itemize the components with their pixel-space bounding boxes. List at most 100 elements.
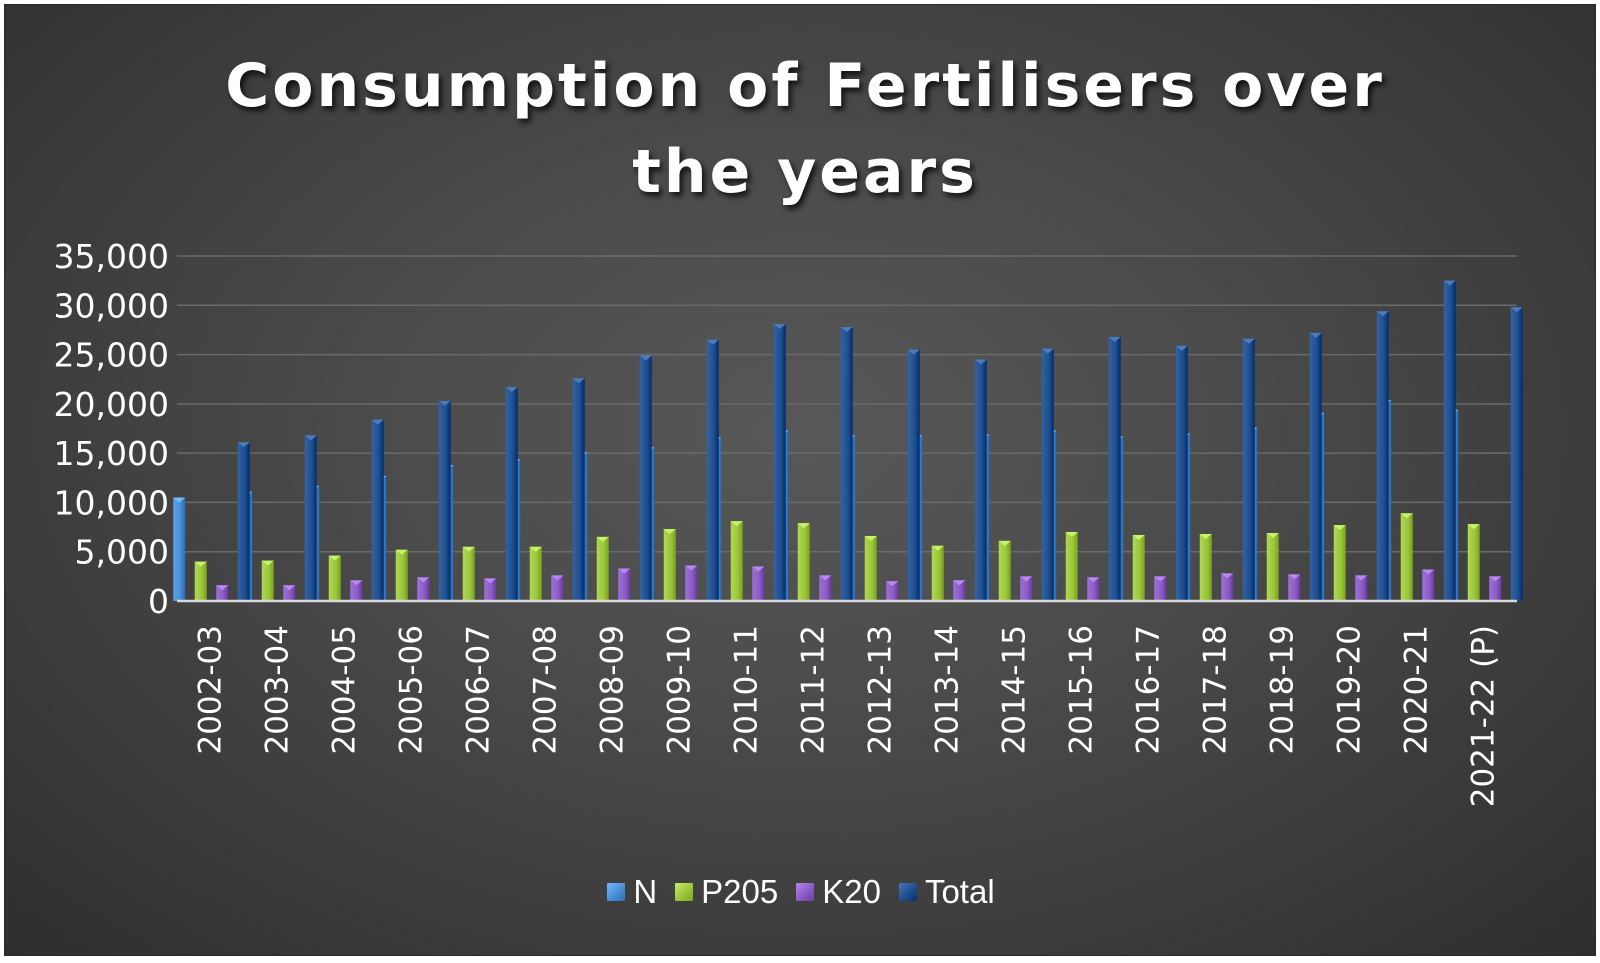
bar-k20-2015-16 [1087,577,1100,601]
bar-cap [350,580,363,586]
bar-cap [462,546,475,552]
bar-cap [685,565,698,571]
bar-cap [417,577,430,583]
bar-p205-2012-13 [864,535,877,601]
bar-total-2010-11 [773,324,786,601]
bar-face [529,546,542,601]
bar-face [685,565,698,601]
bar-cap [1175,345,1188,351]
legend-label: P205 [701,873,779,910]
x-tick-label: 2012-13 [863,625,899,755]
bar-face [1041,348,1054,601]
bar-p205-2016-17 [1132,534,1145,601]
bar-cap [395,549,408,555]
chart-container: Consumption of Fertilisers over the year… [4,4,1596,956]
bar-p205-2009-10 [663,529,676,601]
bar-cap [283,585,296,591]
bar-cap [752,566,765,572]
bar-face [1400,513,1413,601]
bar-k20-2021-22 (P) [1489,576,1502,601]
bar-face [462,546,475,601]
bar-face [1242,338,1255,601]
x-tick-label: 2015-16 [1064,625,1100,755]
bar-face [886,581,899,601]
bar-k20-2012-13 [886,581,899,601]
bar-cap [1288,574,1301,580]
bar-total-2011-12 [840,326,853,601]
bar-n-2002-03 [173,497,186,601]
bar-k20-2017-18 [1221,573,1234,601]
bar-face [998,540,1011,601]
bar-k20-2019-20 [1355,575,1368,601]
bar-k20-2005-06 [417,577,430,601]
y-tick-label: 10,000 [54,483,169,522]
bar-cap [237,442,250,448]
bar-cap [505,387,518,393]
bar-cap [1020,576,1033,582]
bar-total-2008-09 [639,355,652,601]
bar-p205-2013-14 [931,545,944,601]
bar-face [237,442,250,601]
x-tick-label: 2016-17 [1131,625,1167,755]
bar-face [1443,280,1456,601]
bar-face [572,378,585,601]
bar-cap [706,339,719,345]
bar-face [1333,525,1346,601]
bar-face [1199,533,1212,601]
bar-k20-2018-19 [1288,574,1301,601]
bar-cap [639,355,652,361]
bar-cap [1041,348,1054,354]
x-tick-label: 2004-05 [327,625,363,755]
bar-p205-2019-20 [1333,525,1346,601]
bar-cap [1132,534,1145,540]
bar-cap [886,581,899,587]
bar-face [1309,332,1322,601]
bar-total-2015-16 [1108,336,1121,601]
bar-face [773,324,786,601]
bar-cap [773,324,786,330]
bar-cap [931,545,944,551]
bar-cap [618,568,631,574]
bar-face [417,577,430,601]
bar-p205-2008-09 [596,536,609,601]
bar-cap [840,326,853,332]
bar-face [395,549,408,601]
bar-face [931,545,944,601]
bar-total-2002-03 [237,442,250,601]
x-tick-label: 2010-11 [729,625,765,755]
bar-cap [371,419,384,425]
bar-cap [173,497,186,503]
x-tick-label: 2008-09 [595,625,631,755]
bar-cap [1510,307,1523,313]
bar-face [1087,577,1100,601]
bar-face [371,419,384,601]
bar-cap [194,561,207,567]
bar-cap [953,580,966,586]
bar-face [283,585,296,601]
bar-total-2005-06 [438,400,451,601]
bar-total-2018-19 [1309,332,1322,601]
bar-p205-2010-11 [730,521,743,601]
bar-k20-2013-14 [953,580,966,601]
bar-total-2021-22 (P) [1510,307,1523,601]
bar-cap [1376,311,1389,317]
bar-cap [1467,524,1480,530]
x-tick-label: 2014-15 [997,625,1033,755]
bar-p205-2002-03 [194,561,207,601]
bar-p205-2011-12 [797,523,810,601]
bar-face [1108,336,1121,601]
bar-k20-2006-07 [484,578,497,601]
bar-k20-2011-12 [819,575,832,601]
bar-cap [864,535,877,541]
x-tick-label: 2020-21 [1399,625,1435,755]
bar-k20-2004-05 [350,580,363,601]
legend-swatch [898,883,917,901]
bar-total-2007-08 [572,378,585,601]
legend-item-p205: P205 [675,873,778,911]
bar-face [1132,534,1145,601]
bar-face [484,578,497,601]
bar-k20-2010-11 [752,566,765,601]
bar-p205-2017-18 [1199,533,1212,601]
x-tick-label: 2019-20 [1332,625,1368,755]
bar-face [304,435,317,601]
